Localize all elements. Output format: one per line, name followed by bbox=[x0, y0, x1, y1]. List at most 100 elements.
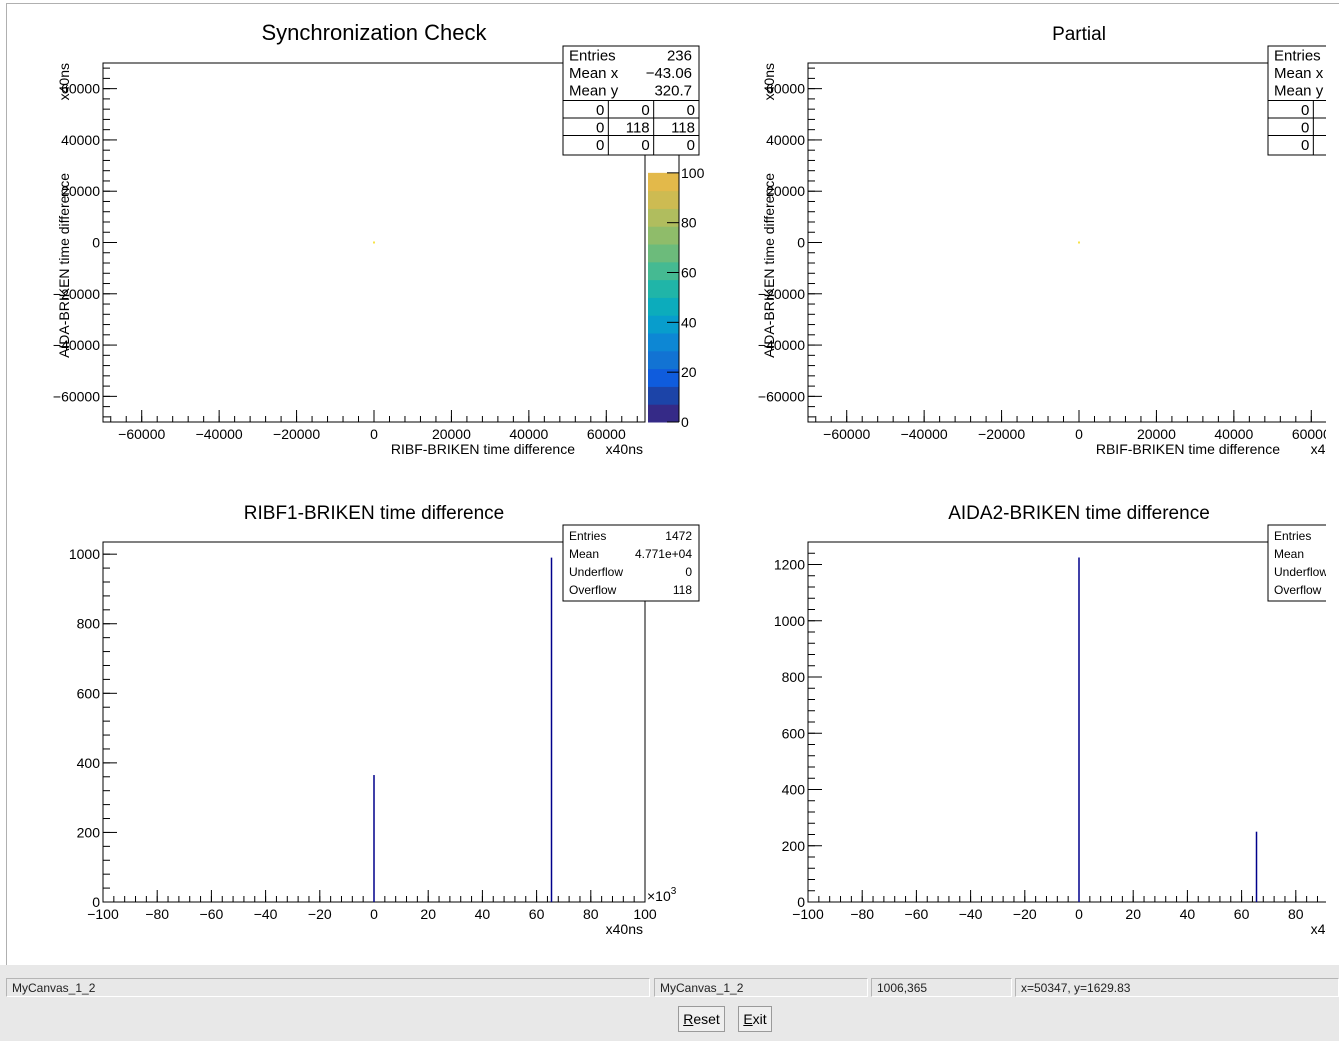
x-axis-unit: x40ns bbox=[606, 441, 643, 457]
y-tick-label: 400 bbox=[782, 782, 806, 798]
colorbar-band bbox=[648, 172, 679, 192]
stats-value: 320.7 bbox=[654, 83, 692, 100]
stats-label: Entries bbox=[1274, 529, 1311, 543]
y-tick-label: 0 bbox=[92, 235, 100, 251]
stats-label: Mean y bbox=[569, 83, 619, 100]
y-tick-label: 20000 bbox=[61, 183, 100, 199]
status-object-name: MyCanvas_1_2 bbox=[6, 978, 650, 997]
x-tick-label: −20 bbox=[308, 906, 332, 922]
x-tick-label: −40 bbox=[959, 906, 983, 922]
colorbar-tick-label: 20 bbox=[681, 364, 697, 380]
x-axis-unit: x40ns bbox=[1311, 921, 1339, 937]
x-tick-label: −20000 bbox=[273, 426, 320, 442]
x-tick-label: 60 bbox=[529, 906, 545, 922]
status-bar: MyCanvas_1_2 MyCanvas_1_2 1006,365 x=503… bbox=[0, 965, 1339, 1041]
x-axis-unit: x40ns bbox=[606, 921, 643, 937]
y-tick-label: 400 bbox=[77, 755, 101, 771]
y-axis-label: AIDA-BRIKEN time difference bbox=[761, 173, 777, 358]
chart-body: Partial −60000 −40000 −20000 0 20000 40000 6000… bbox=[758, 24, 1339, 457]
colorbar-band bbox=[648, 226, 679, 245]
x-tick-label: 40000 bbox=[1214, 426, 1253, 442]
stats-label: Overflow bbox=[1274, 583, 1322, 597]
x-tick-label: 20 bbox=[420, 906, 436, 922]
chart-body: RIBF1-BRIKEN time difference −100 −80 −60 −4… bbox=[69, 503, 700, 937]
stats-grid-cell: 0 bbox=[596, 137, 604, 154]
stats-grid-cell: 0 bbox=[1301, 137, 1309, 154]
reset-button[interactable]: Reset bbox=[678, 1006, 725, 1032]
x-tick-label: 0 bbox=[1075, 426, 1083, 442]
colorbar-band bbox=[648, 350, 679, 370]
y-tick-label: 60000 bbox=[61, 81, 100, 97]
chart-pad-2: Partial −60000 −40000 −20000 0 20000 40000 6000… bbox=[758, 24, 1339, 457]
colorbar-band bbox=[648, 244, 679, 263]
stats-value: −43.06 bbox=[646, 65, 692, 82]
stats-label: Entries bbox=[569, 48, 616, 65]
colorbar-tick-label: 100 bbox=[681, 165, 705, 181]
stats-grid-cell: 118 bbox=[626, 120, 650, 137]
colorbar-tick-label: 80 bbox=[681, 215, 697, 231]
x-tick-label: 0 bbox=[1075, 906, 1083, 922]
x-tick-label: 60000 bbox=[1292, 426, 1331, 442]
stats-grid-cell: 0 bbox=[1301, 102, 1309, 119]
stats-label: Mean x bbox=[1274, 65, 1324, 82]
colorbar-band bbox=[648, 297, 679, 316]
stats-label: Mean bbox=[569, 547, 599, 561]
x-tick-label: −80 bbox=[145, 906, 169, 922]
colorbar-band bbox=[648, 279, 679, 298]
x-tick-label: 40000 bbox=[509, 426, 548, 442]
chart-title: RIBF1-BRIKEN time difference bbox=[244, 503, 504, 524]
colorbar-band bbox=[648, 333, 679, 352]
y-tick-label: 200 bbox=[77, 824, 101, 840]
y-tick-label: 60000 bbox=[766, 81, 805, 97]
stats-label: Overflow bbox=[569, 583, 617, 597]
x-tick-label: 60 bbox=[1234, 906, 1250, 922]
x-tick-label: −100 bbox=[792, 906, 824, 922]
stats-grid-cell: 0 bbox=[687, 137, 695, 154]
y-tick-label: 20000 bbox=[766, 183, 805, 199]
stats-box-frame bbox=[562, 524, 700, 602]
plot-frame bbox=[807, 541, 1326, 903]
stats-value: 0 bbox=[685, 565, 692, 579]
y-tick-label: 0 bbox=[92, 894, 100, 910]
y-tick-label: 800 bbox=[782, 669, 806, 685]
x-tick-label: 0 bbox=[370, 426, 378, 442]
stats-value: 236 bbox=[667, 48, 692, 65]
colorbar-tick-label: 0 bbox=[681, 414, 689, 430]
stats-grid-cell: 0 bbox=[596, 102, 604, 119]
y-tick-label: 1000 bbox=[69, 546, 100, 562]
chart-title: Partial bbox=[1052, 24, 1106, 45]
status-canvas-name: MyCanvas_1_2 bbox=[654, 978, 868, 997]
stats-label: Entries bbox=[1274, 48, 1321, 65]
x-tick-label: 20 bbox=[1125, 906, 1141, 922]
x-tick-label: 40 bbox=[475, 906, 491, 922]
x-tick-label: −20000 bbox=[978, 426, 1025, 442]
x-axis-unit: x40ns bbox=[1311, 441, 1339, 457]
chart-pad-4: AIDA2-BRIKEN time difference −100 −80 −60 −4… bbox=[774, 503, 1339, 937]
stats-value: 4.771e+04 bbox=[635, 547, 692, 561]
status-pixel-position: 1006,365 bbox=[871, 978, 1012, 997]
x-tick-label: −60000 bbox=[823, 426, 870, 442]
y-tick-label: −40000 bbox=[758, 337, 805, 353]
x-tick-label: 0 bbox=[370, 906, 378, 922]
colorbar-band bbox=[648, 208, 679, 227]
y-tick-label: −60000 bbox=[758, 388, 805, 404]
x-tick-label: −20 bbox=[1013, 906, 1037, 922]
stats-value: 118 bbox=[673, 583, 692, 597]
colorbar-band bbox=[648, 386, 679, 405]
stats-label: Mean bbox=[1274, 547, 1304, 561]
stats-grid-cell: 0 bbox=[641, 102, 649, 119]
x-tick-label: 20000 bbox=[1137, 426, 1176, 442]
plots-canvas[interactable]: Synchronization Check−60000 −40000 −20000 0… bbox=[0, 0, 1339, 965]
y-tick-label: −20000 bbox=[53, 286, 100, 302]
y-tick-label: 600 bbox=[782, 725, 806, 741]
exit-button[interactable]: Exit bbox=[738, 1006, 772, 1032]
x-tick-label: −40 bbox=[254, 906, 278, 922]
stats-label: Mean x bbox=[569, 65, 619, 82]
colorbar-band bbox=[648, 368, 679, 387]
x-tick-label: 80 bbox=[583, 906, 599, 922]
stats-box: Entries 1472 Mean 4.771e+04 Underflow 0 Overfl… bbox=[562, 524, 700, 602]
x-tick-label: 20000 bbox=[432, 426, 471, 442]
canvas-area[interactable] bbox=[6, 3, 1339, 966]
